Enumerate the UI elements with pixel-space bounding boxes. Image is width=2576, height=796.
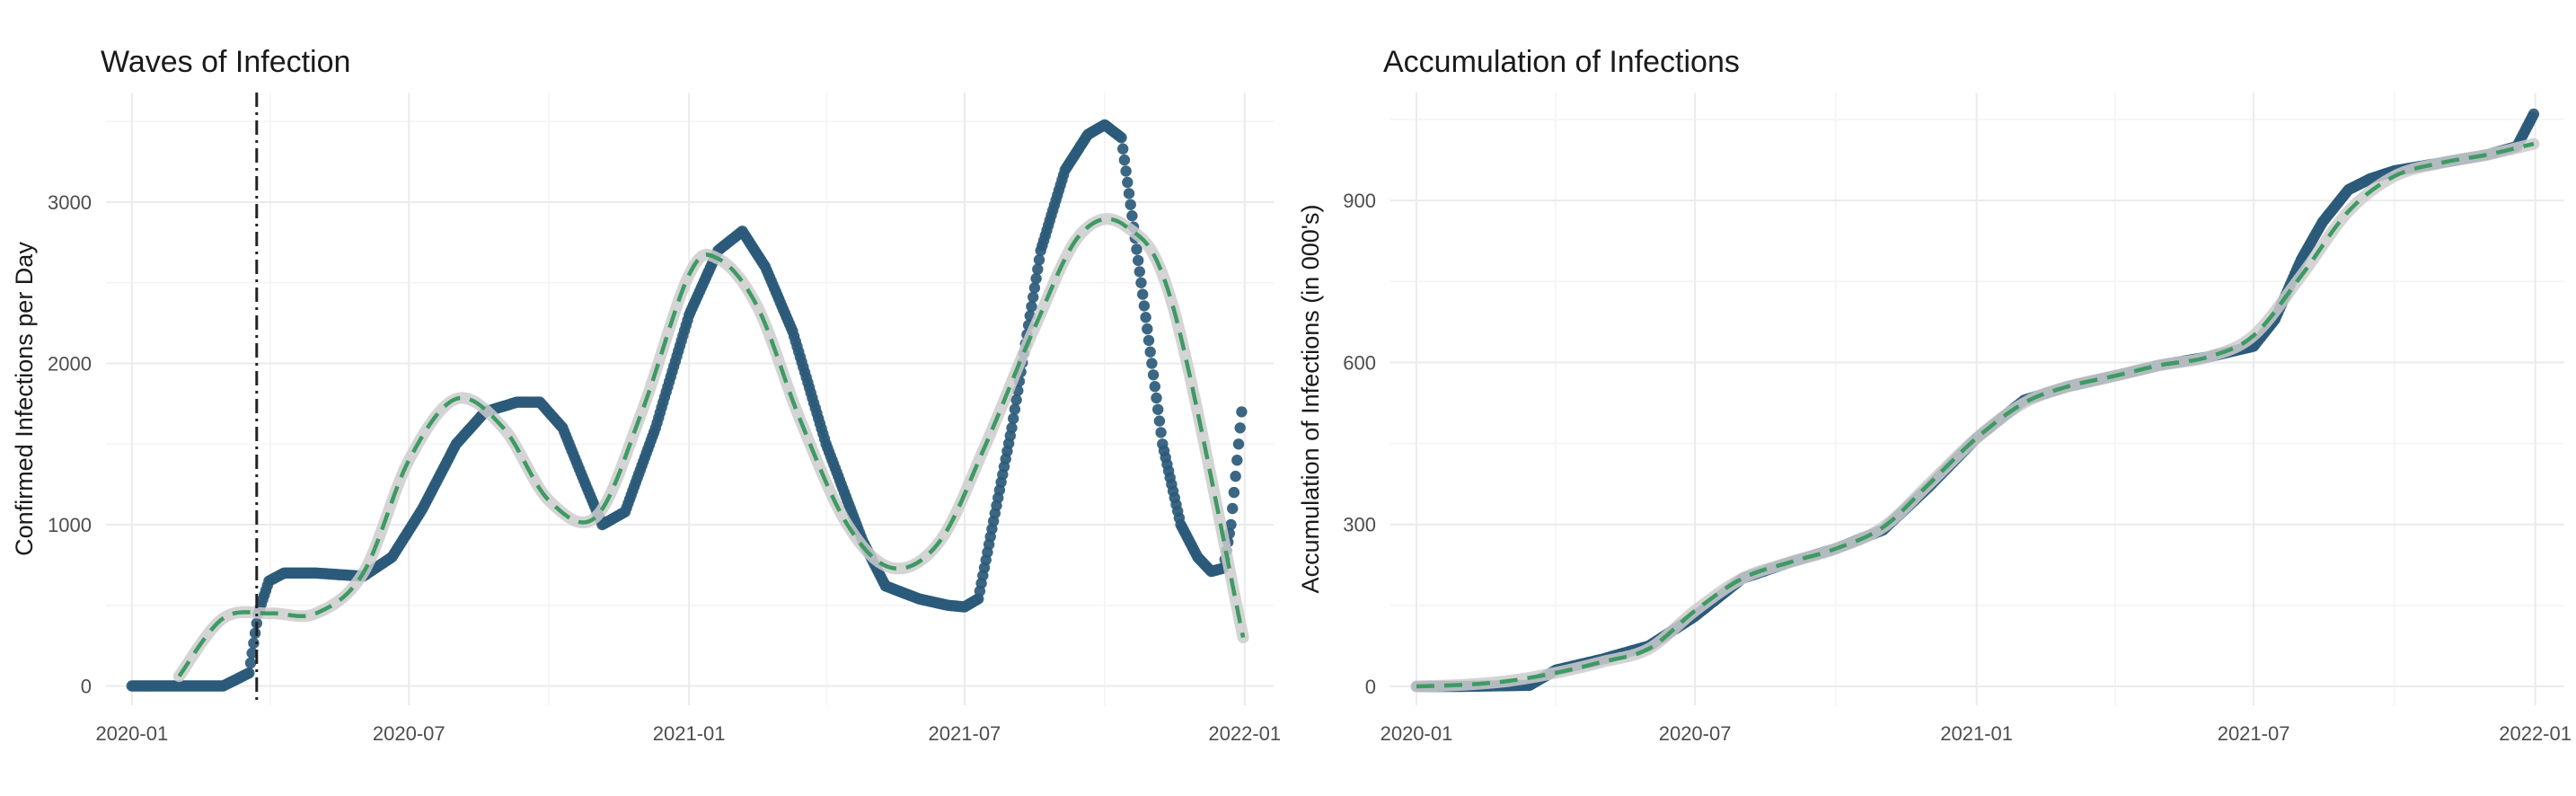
chart1-data-point (1032, 263, 1044, 275)
chart2-x-tick-label: 2020-07 (1659, 722, 1732, 745)
chart1-data-point (1140, 312, 1151, 323)
chart1-data-point (1006, 422, 1018, 434)
chart1-x-tick-label: 2021-07 (929, 722, 1001, 745)
chart1-smooth-band (172, 213, 1249, 683)
chart1-data-point (1225, 518, 1237, 531)
chart1-data-point (248, 637, 260, 650)
chart1-data-point (244, 657, 257, 669)
chart2-y-tick-label: 600 (1343, 351, 1376, 374)
chart1-data-point (246, 647, 258, 659)
chart1-data-point (1231, 455, 1243, 466)
chart1-y-tick-label: 1000 (48, 514, 92, 536)
chart1-data-point (1131, 243, 1142, 255)
chart1-data-point (1116, 132, 1127, 144)
chart1-y-tick-label: 0 (81, 675, 92, 697)
chart1-data-point (1033, 254, 1045, 266)
chart1-x-tick-label: 2020-07 (373, 722, 446, 745)
chart1-data-point (1234, 422, 1246, 434)
chart2-y-tick-label: 0 (1365, 676, 1376, 698)
chart1-x-tick-label: 2021-01 (653, 722, 726, 745)
chart2-fit-line (1416, 141, 2535, 689)
chart1-data-point (1236, 406, 1248, 418)
chart1-data-point (1228, 486, 1240, 499)
chart1-y-tick-label: 3000 (48, 191, 92, 214)
chart2-data-point (2527, 108, 2540, 120)
chart1-data-point (1146, 358, 1158, 369)
chart2-title: Accumulation of Infections (1383, 45, 1740, 79)
chart1-data-point (1227, 502, 1239, 515)
chart1-data-point (1142, 323, 1153, 335)
chart1-y-tick-label: 2000 (48, 353, 92, 376)
chart2-y-tick-label: 900 (1343, 190, 1376, 212)
chart1-data-point (1137, 288, 1149, 300)
chart2-x-tick-label: 2021-01 (1940, 722, 2013, 745)
chart2-x-tick-label: 2022-01 (2499, 722, 2572, 745)
chart1-data-point (1118, 154, 1131, 166)
chart1-title: Waves of Infection (101, 45, 350, 79)
chart1-data-point (1147, 369, 1160, 381)
chart2-y-axis-label: Accumulation of Infections (in 000's) (1297, 205, 1324, 594)
chart2-x-tick-label: 2020-01 (1381, 722, 1453, 745)
chart1-data-point (1122, 176, 1134, 189)
chart1-data-point (1149, 381, 1161, 393)
chart1-data-point (1125, 199, 1136, 210)
chart1-data-point (1126, 210, 1138, 222)
chart1-data-point (249, 627, 261, 639)
chart1-data-point (1028, 282, 1041, 294)
chart1-data-point (1151, 392, 1162, 404)
chart1-data-point (1144, 346, 1156, 358)
chart2-y-tick-label: 300 (1343, 514, 1376, 536)
chart1-x-tick-label: 2022-01 (1208, 722, 1281, 745)
chart1-data-point (1138, 300, 1151, 312)
chart1-data-point (1008, 412, 1019, 425)
chart1-data-point (1028, 291, 1039, 303)
chart1-data-point (1152, 403, 1164, 415)
chart1-data-point (1030, 272, 1042, 285)
chart1-data-point (1232, 438, 1245, 450)
chart1-data-point (1135, 277, 1147, 288)
chart1-data-point (1230, 470, 1241, 482)
chart1-data-point (1155, 427, 1167, 438)
chart1-y-axis-label: Confirmed Infections per Day (11, 242, 38, 556)
chart1-fit-line (177, 217, 1246, 678)
chart1-data-point (1117, 143, 1129, 155)
chart1-data-point (243, 667, 255, 679)
chart1-data-point (1133, 254, 1144, 267)
chart1-data-point (1010, 394, 1022, 406)
chart1-data-point (1142, 334, 1155, 347)
chart1-data-point (1153, 415, 1166, 427)
chart1-data-point (1009, 403, 1021, 415)
chart1-data-point (1123, 188, 1135, 199)
chart1-data-point (1120, 165, 1132, 177)
chart1-data-point (1026, 301, 1037, 313)
chart1-x-tick-label: 2020-01 (95, 722, 168, 745)
chart2-x-tick-label: 2021-07 (2218, 722, 2290, 745)
chart1-data-point (1134, 266, 1146, 278)
